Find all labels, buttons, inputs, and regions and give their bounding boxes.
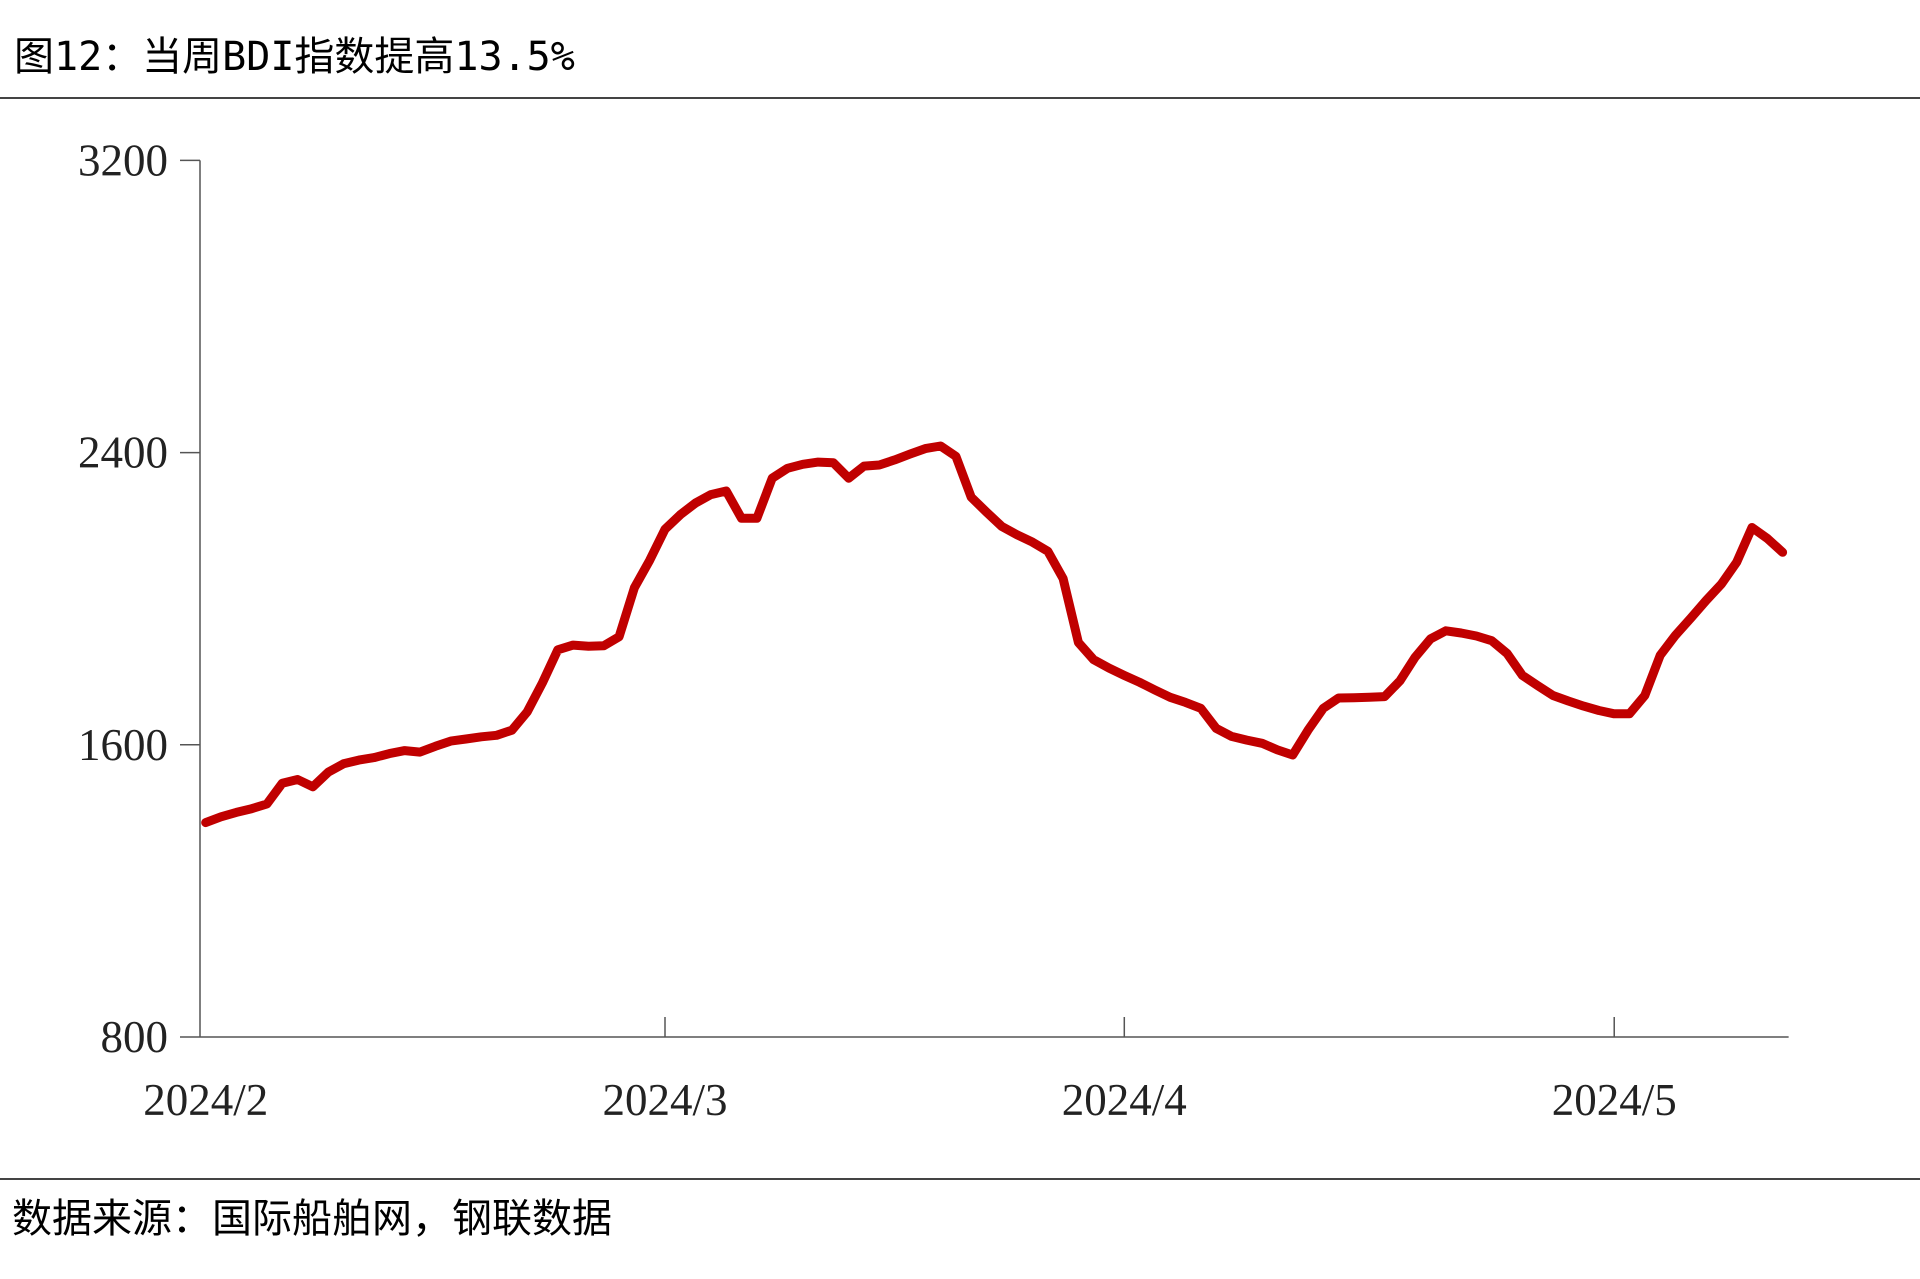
source-note: 数据来源：国际船舶网，钢联数据	[12, 1196, 612, 1242]
x-tick-label: 2024/2	[143, 1075, 268, 1125]
y-tick-label: 2400	[78, 428, 168, 478]
x-tick-label: 2024/3	[602, 1075, 727, 1125]
y-tick-label: 3200	[78, 135, 168, 185]
y-tick-label: 800	[101, 1012, 169, 1062]
x-tick-label: 2024/5	[1552, 1075, 1677, 1125]
chart-title: 图12：当周BDI指数提高13.5%	[14, 34, 575, 80]
x-tick-label: 2024/4	[1062, 1075, 1187, 1125]
y-tick-label: 1600	[78, 720, 168, 770]
data-line	[201, 441, 1788, 828]
